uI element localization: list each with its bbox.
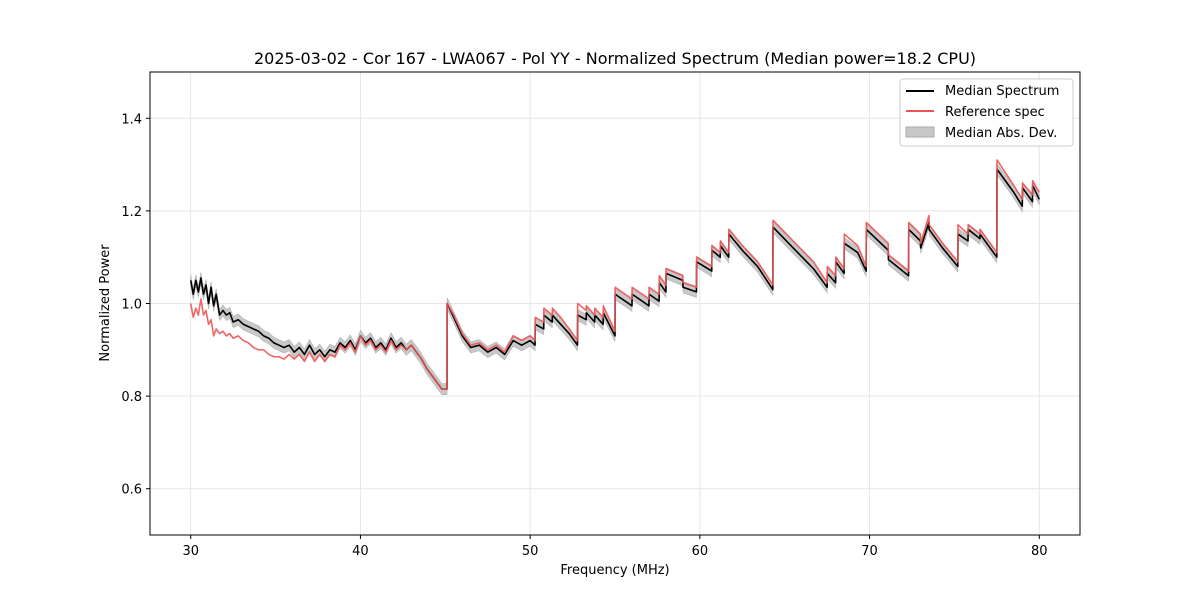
legend-label-mad: Median Abs. Dev. xyxy=(945,126,1057,141)
x-tick-label: 50 xyxy=(522,544,539,559)
y-tick-label: 1.4 xyxy=(121,112,142,127)
median-abs-dev-band xyxy=(190,162,1040,396)
y-tick-label: 1.0 xyxy=(121,298,142,313)
x-tick-label: 80 xyxy=(1031,544,1048,559)
plot-area xyxy=(189,159,1040,396)
y-tick-label: 1.2 xyxy=(121,205,142,220)
x-axis-label: Frequency (MHz) xyxy=(560,563,669,578)
x-axis: 30 40 50 60 70 80 xyxy=(182,535,1048,559)
x-tick-label: 30 xyxy=(182,544,199,559)
legend: Median Spectrum Reference spec Median Ab… xyxy=(899,78,1074,147)
y-axis-label: Normalized Power xyxy=(98,244,113,362)
reference-spec-line xyxy=(189,159,1040,390)
y-axis: 0.6 0.8 1.0 1.2 1.4 xyxy=(121,112,150,498)
x-tick-label: 60 xyxy=(692,544,709,559)
legend-label-reference: Reference spec xyxy=(945,105,1045,120)
y-tick-label: 0.8 xyxy=(121,390,142,405)
legend-box xyxy=(899,78,1074,147)
y-tick-label: 0.6 xyxy=(121,483,142,498)
legend-swatch-mad xyxy=(905,126,935,138)
x-tick-label: 40 xyxy=(352,544,369,559)
chart-title: 2025-03-02 - Cor 167 - LWA067 - Pol YY -… xyxy=(254,49,976,68)
legend-label-median: Median Spectrum xyxy=(945,84,1059,99)
x-tick-label: 70 xyxy=(861,544,878,559)
